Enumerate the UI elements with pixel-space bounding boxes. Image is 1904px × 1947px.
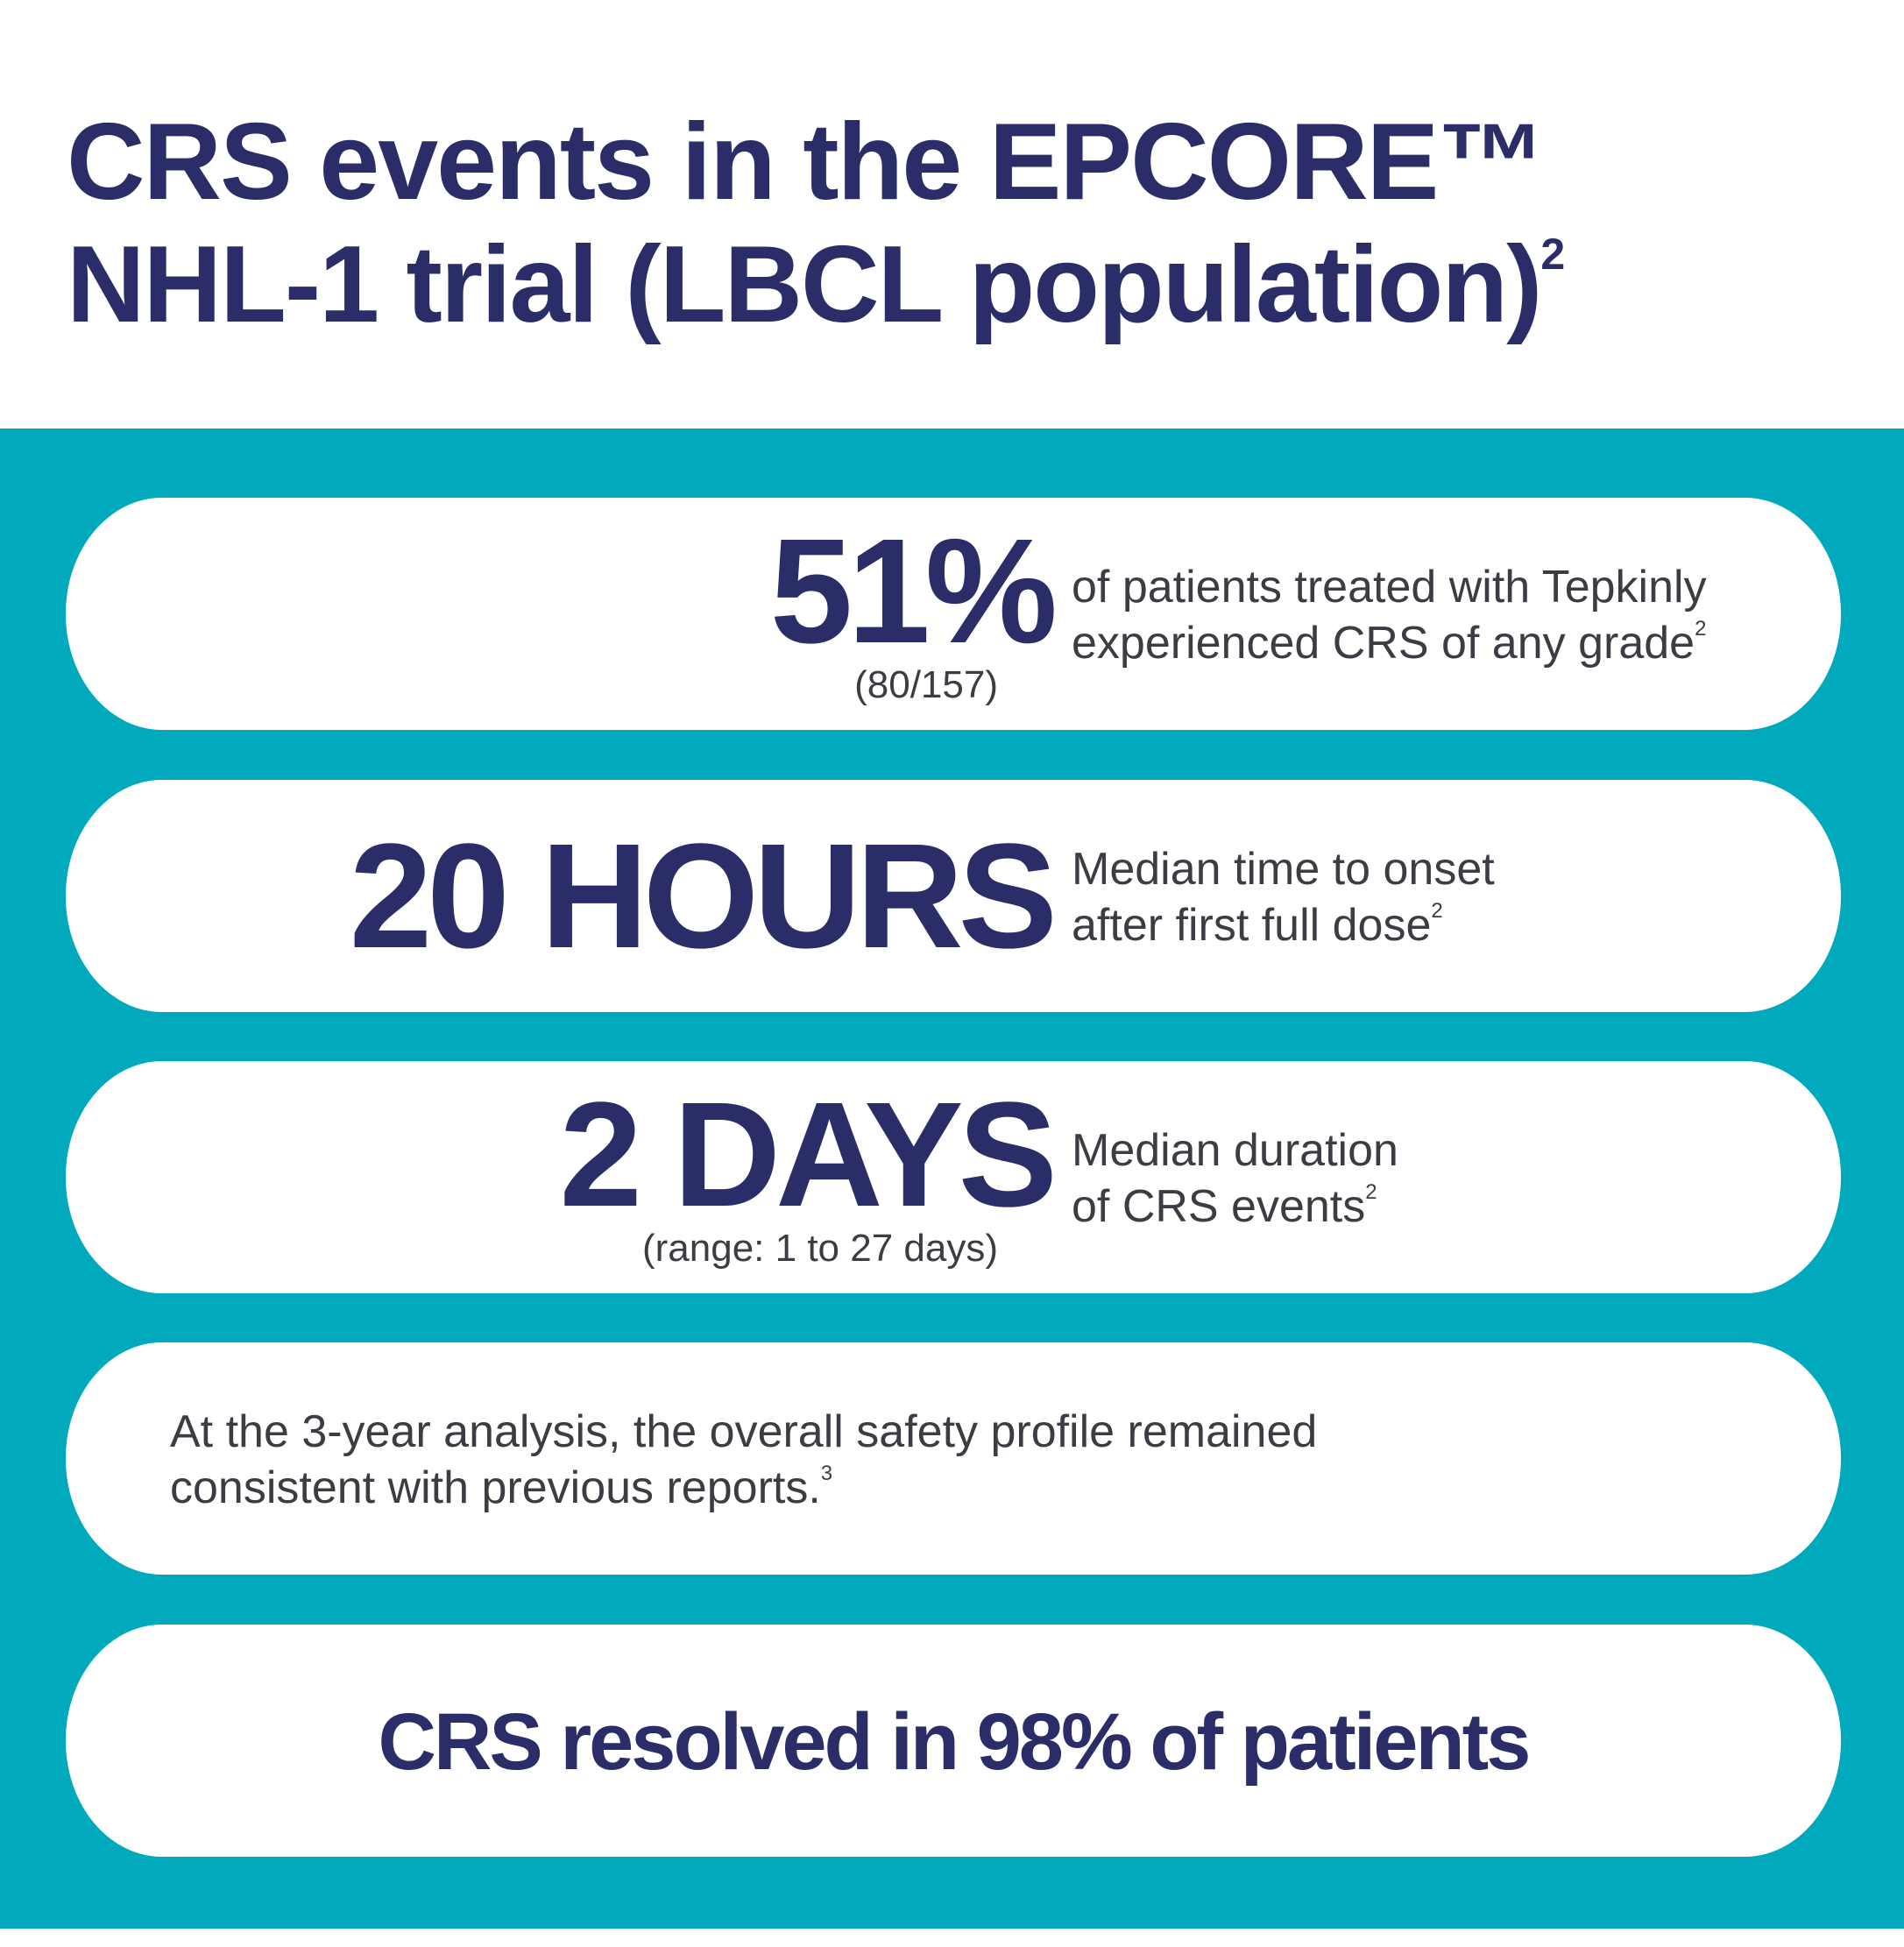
stat-card-onset: 20 HOURS Median time to onset after first… bbox=[66, 780, 1841, 1012]
reference: 2 bbox=[1431, 899, 1443, 923]
title-line-1: CRS events in the EPCORE™ bbox=[67, 102, 1546, 223]
desc-line: experienced CRS of any grade bbox=[1072, 618, 1695, 669]
reference: 3 bbox=[820, 1462, 833, 1485]
safety-line: consistent with previous reports. bbox=[170, 1462, 821, 1513]
safety-text: At the 3-year analysis, the overall safe… bbox=[170, 1404, 1317, 1516]
stat-value: 51% bbox=[769, 508, 1058, 675]
stat-value: 20 HOURS bbox=[349, 813, 1058, 980]
resolved-text: CRS resolved in 98% of patients bbox=[378, 1697, 1532, 1787]
stat-subtext: (range: 1 to 27 days) bbox=[641, 1227, 998, 1270]
safety-card: At the 3-year analysis, the overall safe… bbox=[66, 1342, 1841, 1575]
stat-description: Median duration of CRS events2 bbox=[1072, 1122, 1398, 1235]
resolved-card: CRS resolved in 98% of patients bbox=[66, 1625, 1841, 1857]
reference: 2 bbox=[1365, 1180, 1377, 1204]
desc-line: of patients treated with Tepkinly bbox=[1072, 562, 1707, 612]
stat-card-duration: 2 DAYS (range: 1 to 27 days) Median dura… bbox=[66, 1061, 1841, 1293]
desc-line: of CRS events bbox=[1072, 1181, 1366, 1232]
stat-value: 2 DAYS bbox=[559, 1072, 1058, 1238]
title-reference: 2 bbox=[1540, 230, 1565, 279]
desc-line: Median time to onset bbox=[1072, 844, 1495, 895]
title-line-2: NHL-1 trial (LBCL population) bbox=[67, 224, 1542, 345]
reference: 2 bbox=[1695, 617, 1707, 641]
desc-line: after first full dose bbox=[1072, 900, 1432, 951]
stat-subtext: (80/157) bbox=[854, 663, 998, 706]
safety-line: At the 3-year analysis, the overall safe… bbox=[170, 1406, 1318, 1457]
stat-description: Median time to onset after first full dos… bbox=[1072, 841, 1495, 953]
stat-description: of patients treated with Tepkinly experie… bbox=[1072, 559, 1707, 671]
stat-card-crs-incidence: 51% (80/157) of patients treated with Te… bbox=[66, 498, 1841, 730]
page-title: CRS events in the EPCORE™ NHL-1 trial (LB… bbox=[67, 101, 1565, 346]
desc-line: Median duration bbox=[1072, 1125, 1398, 1176]
